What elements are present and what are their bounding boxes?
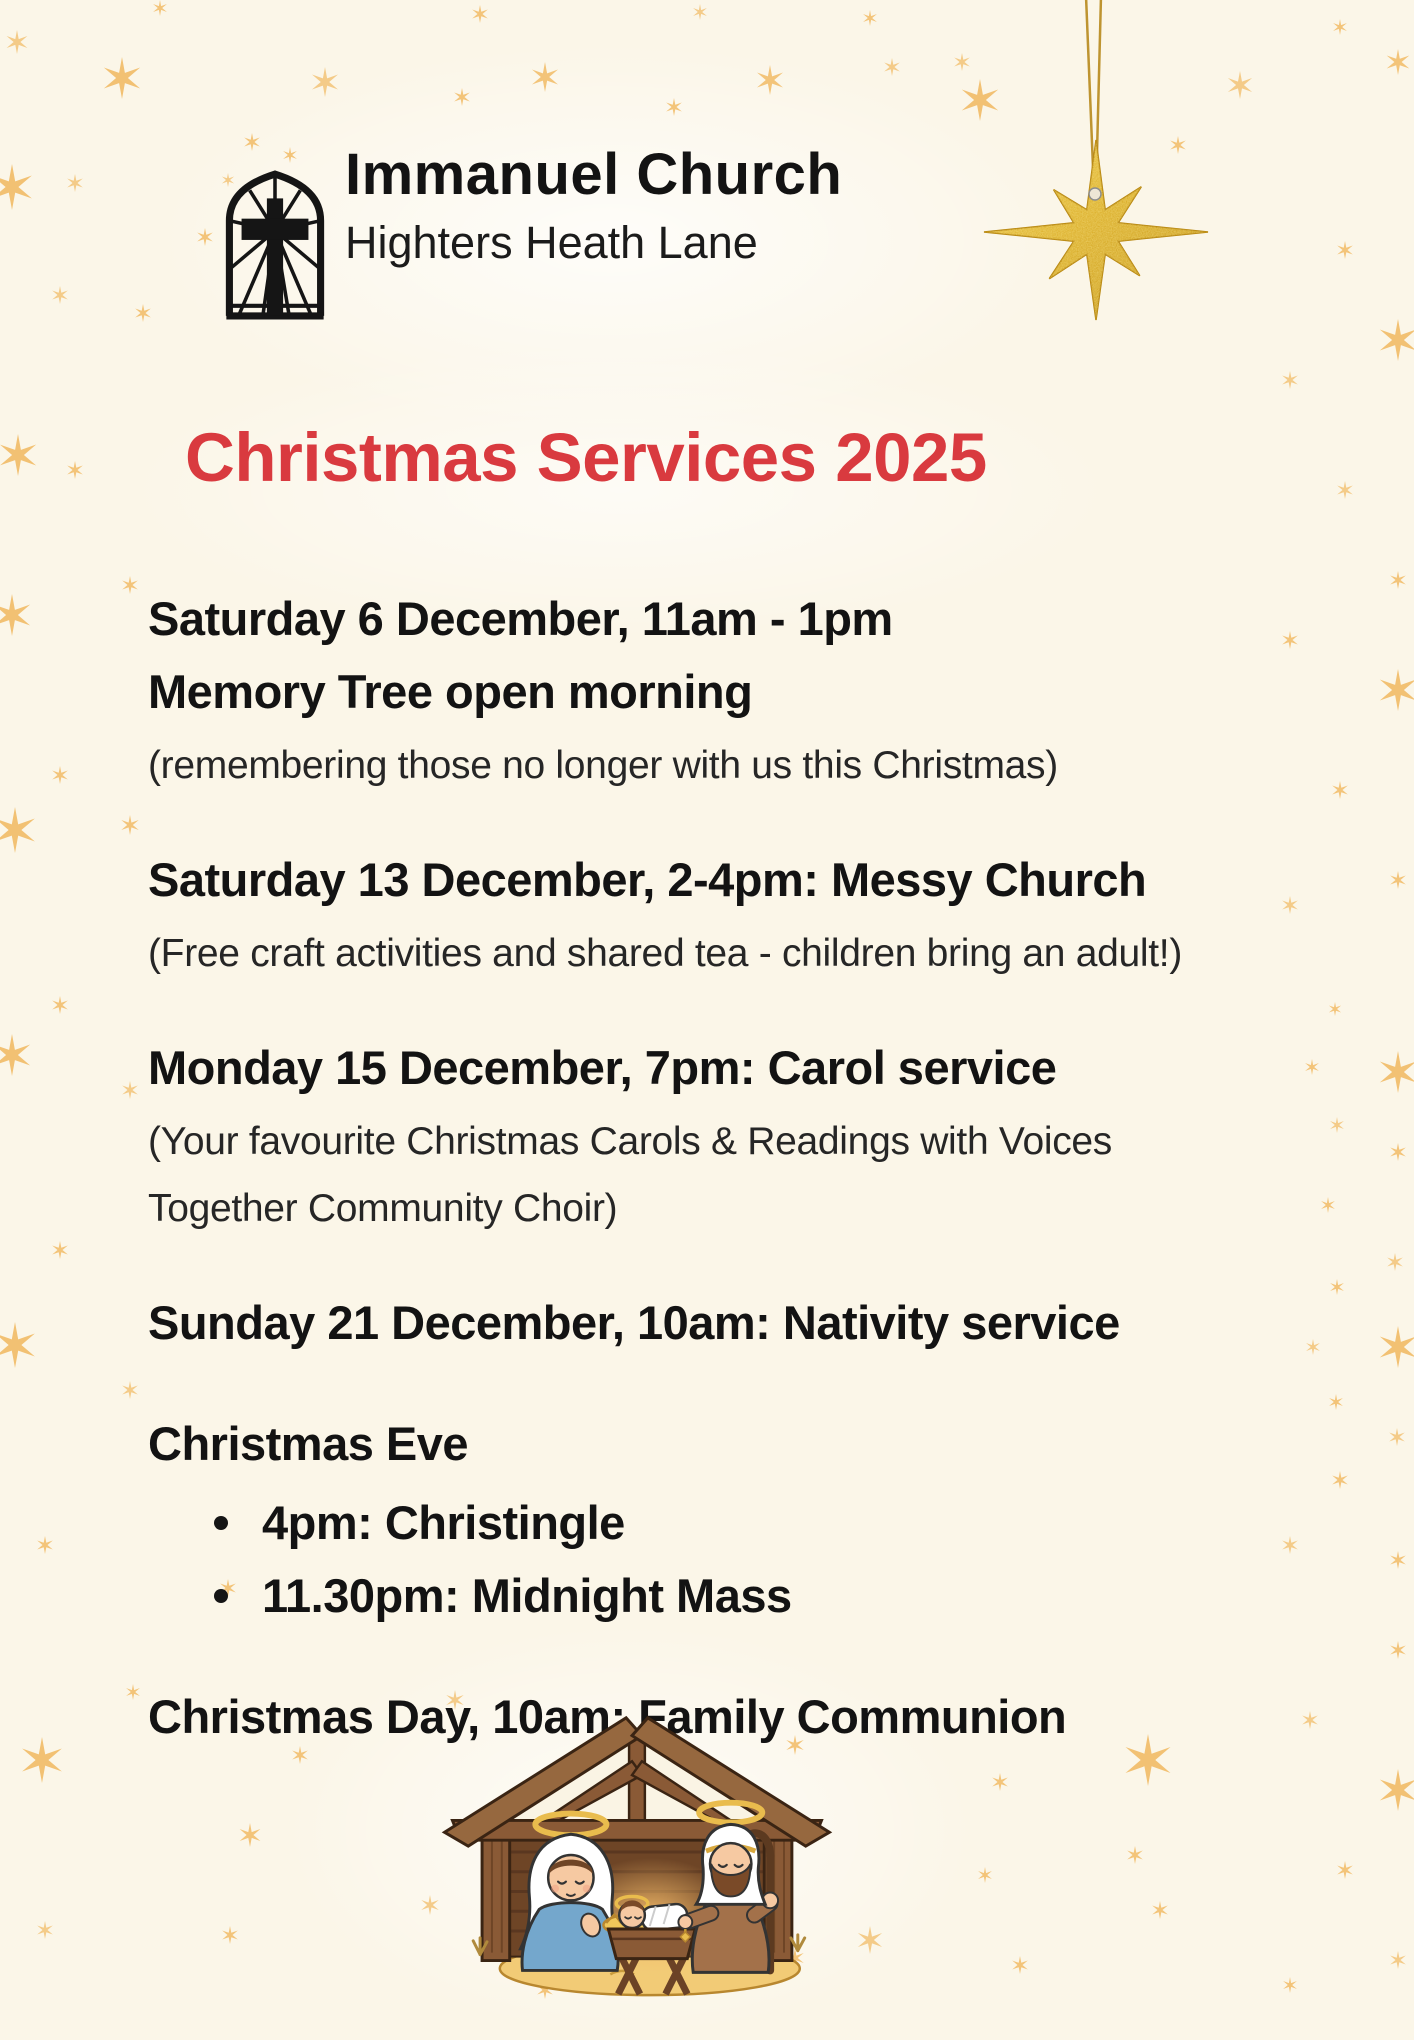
event-block: Saturday 13 December, 2-4pm: Messy Churc… <box>148 843 1398 983</box>
background-star <box>863 10 877 26</box>
glitter-texture <box>984 140 1208 320</box>
background-star <box>122 1381 138 1399</box>
joseph-figure <box>677 1799 780 1975</box>
background-star <box>126 1684 140 1700</box>
event-note: (Your favourite Christmas Carols & Readi… <box>148 1120 1112 1163</box>
background-star <box>0 1034 31 1076</box>
background-star <box>1283 1977 1297 1993</box>
background-star <box>857 1926 883 1954</box>
background-star <box>1012 1956 1028 1974</box>
background-star <box>1390 1951 1406 1969</box>
background-star <box>0 594 31 636</box>
background-star <box>961 79 999 121</box>
background-star <box>884 58 900 76</box>
background-star <box>1170 136 1186 154</box>
background-star <box>52 766 68 784</box>
background-star <box>0 164 32 210</box>
background-star <box>1386 49 1410 75</box>
background-star <box>1337 481 1353 499</box>
page-title: Christmas Services 2025 <box>185 419 987 496</box>
background-star <box>1337 241 1353 259</box>
background-star <box>22 1737 62 1783</box>
event-heading: Saturday 6 December, 11am - 1pm <box>148 592 893 645</box>
grass-tuft <box>789 1933 807 1953</box>
background-star <box>67 174 83 192</box>
background-star <box>122 1081 138 1099</box>
background-star <box>532 62 558 92</box>
background-star <box>757 65 783 95</box>
background-star <box>472 5 488 23</box>
background-star <box>1379 319 1414 361</box>
event-bullet-item: 11.30pm: Midnight Mass <box>214 1559 1398 1632</box>
event-heading: Christmas Eve <box>148 1417 469 1470</box>
event-note: (remembering those no longer with us thi… <box>148 744 1058 787</box>
baby-jesus-manger <box>602 1894 702 1996</box>
event-heading: Memory Tree open morning <box>148 665 753 718</box>
glitter-star-shape <box>983 139 1209 321</box>
background-star <box>197 228 213 246</box>
event-bullet-list: 4pm: Christingle 11.30pm: Midnight Mass <box>148 1486 1398 1632</box>
stable-roof <box>629 1715 833 1848</box>
event-note: Together Community Choir) <box>148 1187 618 1230</box>
background-star <box>103 57 141 99</box>
background-star <box>153 0 167 16</box>
background-star <box>222 1926 238 1944</box>
church-window-cross-logo-icon <box>225 170 325 320</box>
background-star <box>312 67 338 97</box>
background-star <box>0 434 37 476</box>
church-address: Highters Heath Lane <box>345 217 758 268</box>
background-star <box>52 286 68 304</box>
event-heading: Saturday 13 December, 2-4pm: Messy Churc… <box>148 853 1147 906</box>
event-block: Sunday 21 December, 10am: Nativity servi… <box>148 1286 1398 1359</box>
background-star <box>121 815 139 835</box>
background-star <box>6 30 28 54</box>
events-list: Saturday 6 December, 11am - 1pm Memory Tr… <box>148 582 1398 1801</box>
background-star <box>978 1867 992 1883</box>
background-star <box>693 4 707 20</box>
background-star <box>122 576 138 594</box>
event-heading: Monday 15 December, 7pm: Carol service <box>148 1041 1057 1094</box>
background-star <box>454 88 470 106</box>
church-name: Immanuel Church <box>345 142 843 207</box>
background-star <box>0 807 35 853</box>
event-block: Christmas Eve 4pm: Christingle 11.30pm: Mi… <box>148 1407 1398 1632</box>
grass-tuft <box>471 1936 489 1957</box>
background-star <box>1282 371 1298 389</box>
background-star <box>0 1322 35 1368</box>
ornament-string <box>1094 0 1103 193</box>
background-star <box>67 461 83 479</box>
background-star <box>1152 1901 1168 1919</box>
event-block: Monday 15 December, 7pm: Carol service (Y… <box>148 1031 1398 1238</box>
event-bullet-item: 4pm: Christingle <box>214 1486 1398 1559</box>
event-heading: Sunday 21 December, 10am: Nativity servi… <box>148 1296 1120 1349</box>
background-star <box>244 133 260 151</box>
background-star <box>954 53 970 71</box>
background-star <box>666 98 682 116</box>
event-block: Saturday 6 December, 11am - 1pm Memory Tr… <box>148 582 1398 795</box>
nativity-scene-icon <box>441 1715 833 1997</box>
event-note: (Free craft activities and shared tea - … <box>148 932 1183 975</box>
background-star <box>1337 1861 1353 1879</box>
background-star <box>1227 71 1253 99</box>
ornament-string <box>1084 0 1096 193</box>
background-star <box>52 1241 68 1259</box>
background-star <box>37 1921 53 1939</box>
background-star <box>135 304 151 322</box>
ornament-bead <box>1088 187 1102 201</box>
background-star <box>52 996 68 1014</box>
background-star <box>239 1823 261 1847</box>
background-star <box>1127 1846 1143 1864</box>
background-star <box>37 1536 53 1554</box>
background-star <box>1333 19 1347 35</box>
background-star <box>283 147 297 163</box>
